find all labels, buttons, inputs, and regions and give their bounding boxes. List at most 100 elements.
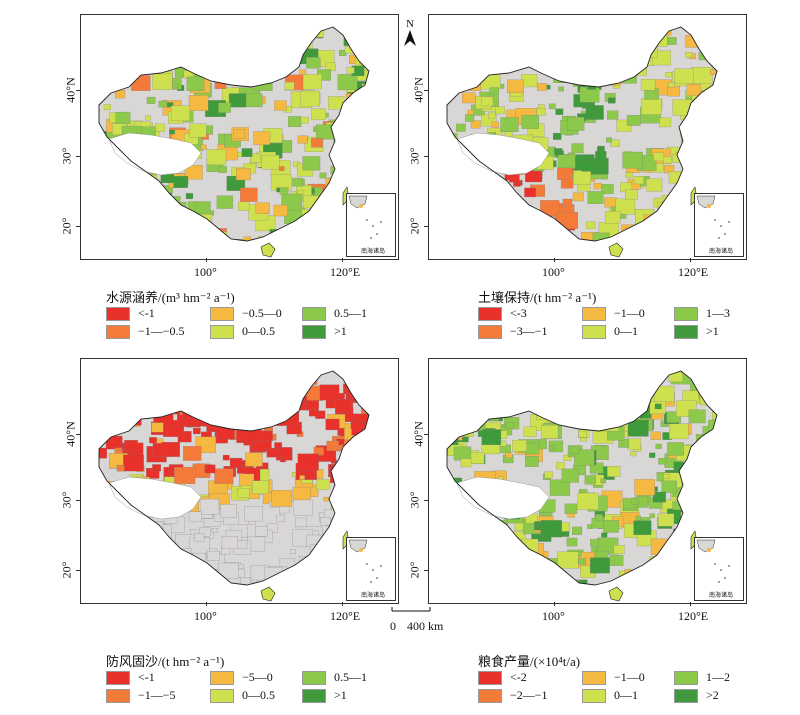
north-arrow-icon [404,30,416,46]
lat-tick-mark [424,570,428,571]
lat-tick-mark [76,570,80,571]
legend-swatch [106,306,130,321]
legend-item: >2 [674,688,719,703]
legend-title: 土壤保持/(t hm⁻² a⁻¹) [478,290,597,305]
legend-item: −1—−0.5 [106,324,185,339]
legend-label: <-1 [138,306,155,320]
legend-swatch [302,688,326,703]
hainan-island [260,242,276,258]
map-frame: 南海诸岛 [428,358,747,604]
legend-label: −1—−5 [138,688,176,702]
hainan-island [260,586,276,602]
legend-swatch [302,670,326,685]
legend-label: −5—0 [242,670,273,684]
legend-item: 1—2 [674,670,730,685]
legend-item: −5—0 [210,670,273,685]
legend-item: −3—−1 [478,324,548,339]
lon-tick-label: 120°E [330,609,361,623]
lon-tick-mark [690,602,691,606]
legend-item: −1—−5 [106,688,176,703]
legend-item: 0.5—1 [302,306,367,321]
north-arrow: N [401,18,419,46]
legend-item: >1 [674,324,719,339]
legend-item: >1 [302,324,347,339]
lon-tick-mark [342,602,343,606]
legend-label: <-3 [510,306,527,320]
map-frame: 南海诸岛 [428,14,747,260]
lat-tick-mark [76,156,80,157]
south-china-sea-inset: 南海诸岛 [346,537,396,601]
legend-swatch [302,306,326,321]
lat-tick-label: 20° [407,561,422,579]
lat-tick-mark [76,434,80,435]
legend-label: 0—0.5 [242,688,275,702]
legend-item: <-1 [106,306,155,321]
china-map [446,370,718,602]
legend-swatch [210,670,234,685]
lon-tick-mark [690,258,691,262]
lon-tick-mark [554,258,555,262]
hainan-island [608,242,624,258]
lat-tick-mark [76,500,80,501]
legend-item: −0.5—0 [210,306,282,321]
legend-label: 0—1 [614,324,638,338]
lat-tick-label: 20° [59,561,74,579]
scale-bar-line [391,607,431,612]
no-data-area [456,132,550,176]
lat-tick-label: 40°N [411,421,426,447]
inset-label: 南海诸岛 [361,592,386,599]
legend-label: <-2 [510,670,527,684]
legend-swatch [478,306,502,321]
legend-label: 1—3 [706,306,730,320]
legend-item: <-3 [478,306,527,321]
legend-item: 0—0.5 [210,688,275,703]
legend-label: >2 [706,688,719,702]
lat-tick-mark [424,500,428,501]
legend-swatch [210,324,234,339]
legend-swatch [674,670,698,685]
lat-tick-label: 40°N [63,77,78,103]
legend-item: −2—−1 [478,688,548,703]
lat-tick-label: 30° [59,491,74,509]
legend-label: 0.5—1 [334,670,367,684]
south-china-sea-inset: 南海诸岛 [694,537,744,601]
legend-label: 0.5—1 [334,306,367,320]
legend-label: −0.5—0 [242,306,282,320]
lat-tick-label: 30° [407,491,422,509]
legend-item: <-2 [478,670,527,685]
legend-title: 水源涵养/(m³ hm⁻² a⁻¹) [106,290,235,305]
inset-label: 南海诸岛 [361,248,386,255]
lon-tick-mark [342,258,343,262]
south-china-sea-inset: 南海诸岛 [346,193,396,257]
lat-tick-mark [424,226,428,227]
legend-item: 0.5—1 [302,670,367,685]
no-data-area [108,476,202,520]
map-frame: 南海诸岛 [80,358,399,604]
legend-label: −2—−1 [510,688,548,702]
lon-tick-label: 100° [542,265,565,279]
lat-tick-label: 40°N [63,421,78,447]
inset-map [348,195,382,239]
inset-map [696,539,730,583]
legend-swatch [582,306,606,321]
lon-tick-label: 120°E [678,609,709,623]
legend-swatch [478,670,502,685]
lat-tick-label: 20° [59,217,74,235]
no-data-area [108,132,202,176]
border-line [98,370,370,586]
legend-item: −1—0 [582,670,645,685]
map-frame: 南海诸岛 [80,14,399,260]
lat-tick-mark [76,90,80,91]
lon-tick-label: 120°E [330,265,361,279]
legend-swatch [210,306,234,321]
inset-map [696,195,730,239]
border-line [98,26,370,242]
china-map [446,26,718,258]
legend-item: <-1 [106,670,155,685]
legend-label: 0—1 [614,688,638,702]
lat-tick-mark [424,156,428,157]
legend-label: <-1 [138,670,155,684]
lon-tick-label: 120°E [678,265,709,279]
no-data-area [456,476,550,520]
lat-tick-label: 30° [407,147,422,165]
